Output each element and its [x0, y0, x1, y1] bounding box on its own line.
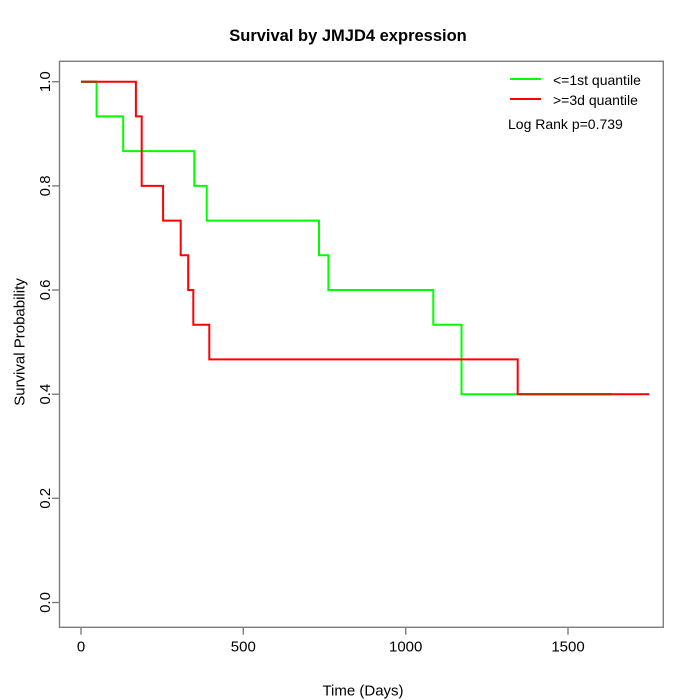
y-axis-label: Survival Probability [12, 278, 29, 406]
x-tick-label: 500 [231, 639, 256, 656]
survival-curve--1st-quantile [81, 80, 612, 396]
plot-box [58, 60, 664, 628]
legend: <=1st quantile >=3d quantile Log Rank p=… [508, 72, 641, 132]
y-tick-label: 0.4 [37, 384, 54, 405]
y-tick-label: 0.6 [37, 280, 54, 301]
y-tick-label: 0.2 [37, 488, 54, 509]
x-tick-label: 1000 [389, 639, 422, 656]
legend-label-1st-quantile: <=1st quantile [553, 72, 641, 88]
ticks-layer: 0 500 1000 1500 0.0 0.2 0.4 0.6 0.8 1.0 [37, 71, 585, 655]
x-tick-label: 1500 [551, 639, 584, 656]
log-rank-annotation: Log Rank p=0.739 [508, 116, 623, 132]
y-tick-label: 0.8 [37, 175, 54, 196]
curves-layer [81, 80, 650, 396]
y-tick-label: 0.0 [37, 592, 54, 613]
survival-curve--3d-quantile [81, 80, 650, 396]
y-tick-label: 1.0 [37, 71, 54, 92]
x-tick-label: 0 [77, 639, 85, 656]
chart-title: Survival by JMJD4 expression [229, 27, 467, 45]
legend-label-3d-quantile: >=3d quantile [553, 92, 638, 108]
x-axis-label: Time (Days) [322, 683, 403, 700]
